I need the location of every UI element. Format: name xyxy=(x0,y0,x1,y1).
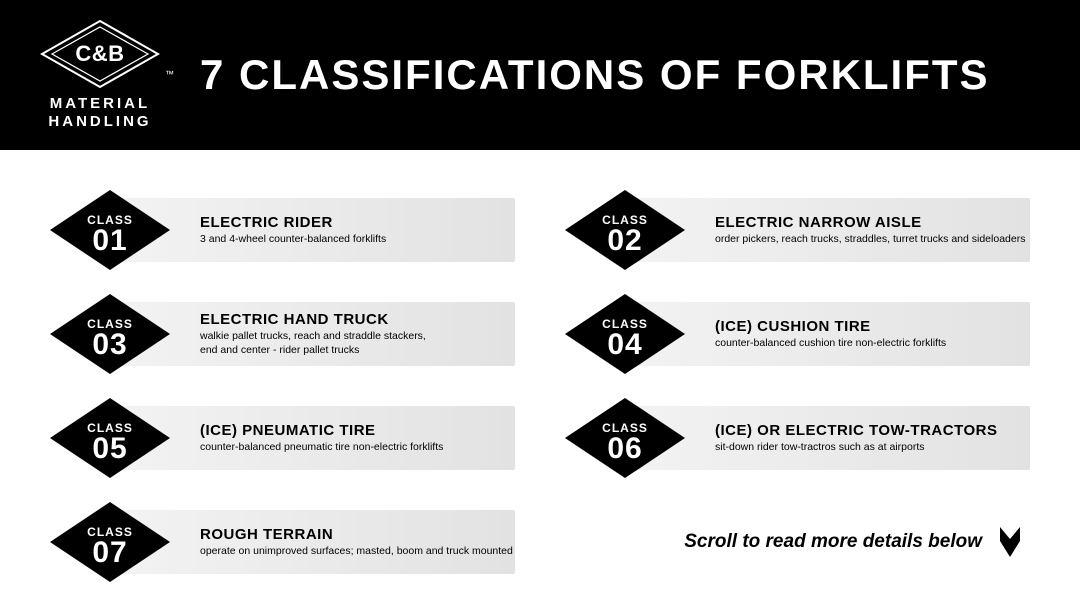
class-badge: CLASS 05 xyxy=(50,398,170,478)
class-number: 04 xyxy=(607,331,642,358)
card-title: ROUGH TERRAIN xyxy=(200,526,515,543)
card-title: ELECTRIC RIDER xyxy=(200,214,515,231)
logo-text: C&B xyxy=(75,41,124,67)
arrow-down-icon xyxy=(1000,527,1020,557)
card-text: (ICE) CUSHION TIRE counter-balanced cush… xyxy=(685,318,1030,350)
card-text: ELECTRIC RIDER 3 and 4-wheel counter-bal… xyxy=(170,214,515,246)
class-badge: CLASS 02 xyxy=(565,190,685,270)
logo-sub-line1: MATERIAL xyxy=(48,95,151,113)
card-text: ROUGH TERRAIN operate on unimproved surf… xyxy=(170,526,515,558)
card-title: ELECTRIC HAND TRUCK xyxy=(200,311,515,328)
card-title: (ICE) CUSHION TIRE xyxy=(715,318,1030,335)
classification-grid: CLASS 01 ELECTRIC RIDER 3 and 4-wheel co… xyxy=(0,150,1080,582)
class-card-04: CLASS 04 (ICE) CUSHION TIRE counter-bala… xyxy=(565,294,1030,374)
class-badge: CLASS 04 xyxy=(565,294,685,374)
class-badge: CLASS 06 xyxy=(565,398,685,478)
card-text: ELECTRIC NARROW AISLE order pickers, rea… xyxy=(685,214,1030,246)
scroll-text: Scroll to read more details below xyxy=(684,531,982,553)
class-badge: CLASS 01 xyxy=(50,190,170,270)
header-bar: C&B ™ MATERIAL HANDLING 7 CLASSIFICATION… xyxy=(0,0,1080,150)
scroll-hint: Scroll to read more details below xyxy=(565,502,1030,582)
card-desc: operate on unimproved surfaces; masted, … xyxy=(200,545,515,558)
class-card-01: CLASS 01 ELECTRIC RIDER 3 and 4-wheel co… xyxy=(50,190,515,270)
card-desc: order pickers, reach trucks, straddles, … xyxy=(715,233,1030,246)
logo-diamond: C&B ™ xyxy=(40,19,160,89)
class-number: 01 xyxy=(92,227,127,254)
class-number: 02 xyxy=(607,227,642,254)
page-title: 7 CLASSIFICATIONS OF FORKLIFTS xyxy=(200,51,990,99)
class-card-07: CLASS 07 ROUGH TERRAIN operate on unimpr… xyxy=(50,502,515,582)
logo-subtitle: MATERIAL HANDLING xyxy=(48,95,151,131)
card-text: (ICE) PNEUMATIC TIRE counter-balanced pn… xyxy=(170,422,515,454)
card-text: ELECTRIC HAND TRUCK walkie pallet trucks… xyxy=(170,311,515,356)
class-number: 05 xyxy=(92,435,127,462)
class-number: 03 xyxy=(92,331,127,358)
logo: C&B ™ MATERIAL HANDLING xyxy=(40,19,160,131)
card-desc: sit-down rider tow-tractros such as at a… xyxy=(715,441,1030,454)
class-number: 07 xyxy=(92,539,127,566)
card-desc: counter-balanced cushion tire non-electr… xyxy=(715,337,1030,350)
card-title: (ICE) PNEUMATIC TIRE xyxy=(200,422,515,439)
trademark-symbol: ™ xyxy=(165,69,174,79)
card-desc: 3 and 4-wheel counter-balanced forklifts xyxy=(200,233,515,246)
class-card-06: CLASS 06 (ICE) OR ELECTRIC TOW-TRACTORS … xyxy=(565,398,1030,478)
card-text: (ICE) OR ELECTRIC TOW-TRACTORS sit-down … xyxy=(685,422,1030,454)
card-desc: walkie pallet trucks, reach and straddle… xyxy=(200,330,515,356)
card-desc: counter-balanced pneumatic tire non-elec… xyxy=(200,441,515,454)
class-card-05: CLASS 05 (ICE) PNEUMATIC TIRE counter-ba… xyxy=(50,398,515,478)
class-badge: CLASS 03 xyxy=(50,294,170,374)
card-title: (ICE) OR ELECTRIC TOW-TRACTORS xyxy=(715,422,1030,439)
logo-sub-line2: HANDLING xyxy=(48,113,151,131)
class-card-03: CLASS 03 ELECTRIC HAND TRUCK walkie pall… xyxy=(50,294,515,374)
class-card-02: CLASS 02 ELECTRIC NARROW AISLE order pic… xyxy=(565,190,1030,270)
card-title: ELECTRIC NARROW AISLE xyxy=(715,214,1030,231)
class-badge: CLASS 07 xyxy=(50,502,170,582)
class-number: 06 xyxy=(607,435,642,462)
